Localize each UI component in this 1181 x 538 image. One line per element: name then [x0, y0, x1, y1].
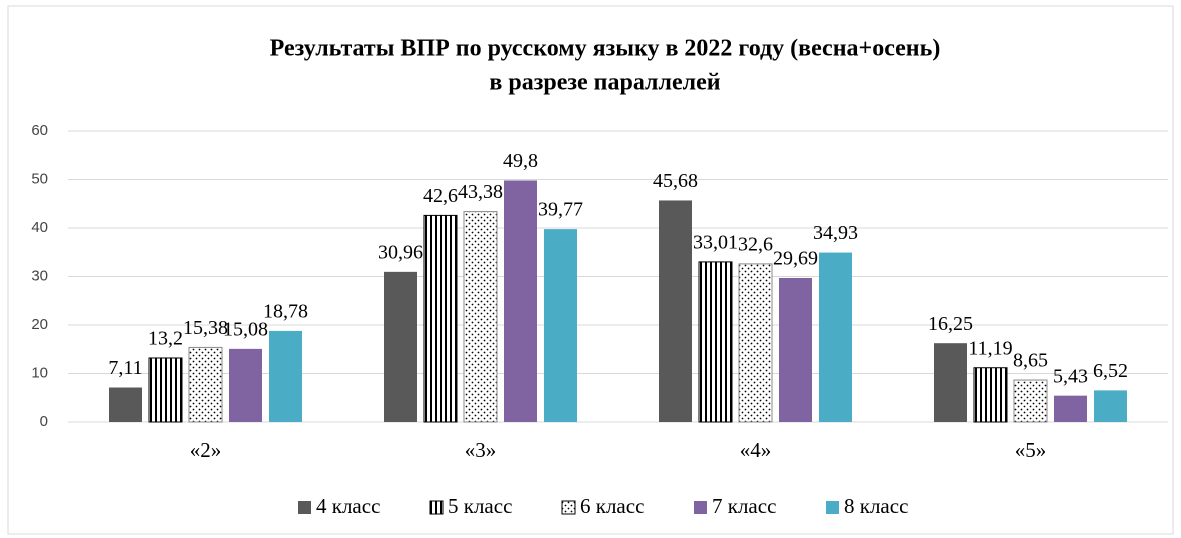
bar [384, 271, 417, 422]
value-label: 11,19 [968, 337, 1012, 359]
y-tick-label: 10 [31, 364, 48, 381]
chart-title: Результаты ВПР по русскому языку в 2022 … [270, 36, 941, 62]
bar [109, 387, 142, 422]
bar [659, 200, 692, 422]
legend-swatch [826, 501, 839, 514]
legend-swatch [429, 500, 444, 515]
y-tick-label: 60 [31, 122, 48, 139]
value-label: 45,68 [653, 170, 698, 192]
x-tick-label: «5» [1015, 438, 1047, 462]
value-label: 5,43 [1053, 365, 1088, 387]
value-label: 18,78 [263, 301, 308, 323]
legend-label: 4 класс [316, 494, 380, 518]
bar [1094, 390, 1127, 422]
x-tick-label: «3» [465, 438, 497, 462]
value-label: 15,38 [183, 317, 228, 339]
bar [1054, 395, 1087, 422]
legend-swatch [561, 500, 576, 515]
value-label: 30,96 [378, 241, 423, 263]
legend-label: 8 класс [844, 494, 908, 518]
value-label: 43,38 [458, 181, 503, 203]
x-tick-label: «4» [740, 438, 772, 462]
value-label: 39,77 [538, 199, 583, 221]
legend-swatch [298, 501, 311, 514]
bar [779, 278, 812, 422]
value-label: 33,01 [693, 231, 738, 253]
value-label: 6,52 [1093, 360, 1128, 382]
y-tick-label: 0 [40, 413, 48, 430]
bar [934, 343, 967, 422]
value-label: 8,65 [1013, 350, 1048, 372]
x-tick-label: «2» [190, 438, 222, 462]
value-label: 16,25 [928, 313, 973, 335]
y-tick-label: 50 [31, 170, 48, 187]
value-label: 13,2 [148, 328, 183, 350]
chart-frame [7, 5, 1174, 535]
legend-label: 6 класс [580, 494, 644, 518]
legend-swatch [694, 501, 707, 514]
legend-label: 5 класс [448, 494, 512, 518]
bar [738, 263, 773, 423]
value-label: 15,08 [223, 318, 268, 340]
value-label: 32,6 [738, 233, 773, 255]
bar [269, 330, 302, 422]
value-label: 7,11 [108, 357, 142, 379]
y-tick-label: 20 [31, 316, 48, 333]
value-label: 29,69 [773, 248, 818, 270]
bar [973, 367, 1008, 423]
legend-label: 7 класс [712, 494, 776, 518]
y-tick-label: 30 [31, 267, 48, 284]
bar [148, 357, 183, 423]
bar [544, 229, 577, 422]
bar [188, 346, 223, 423]
bar [1013, 379, 1048, 423]
bar [463, 211, 498, 423]
bar [504, 180, 537, 422]
value-label: 49,8 [503, 150, 538, 172]
bar [819, 252, 852, 422]
bar [423, 214, 458, 423]
chart-title: в разрезе параллелей [489, 70, 720, 96]
value-label: 34,93 [813, 222, 858, 244]
bar [229, 348, 262, 422]
bar [698, 261, 733, 423]
value-label: 42,6 [423, 185, 458, 207]
y-tick-label: 40 [31, 219, 48, 236]
